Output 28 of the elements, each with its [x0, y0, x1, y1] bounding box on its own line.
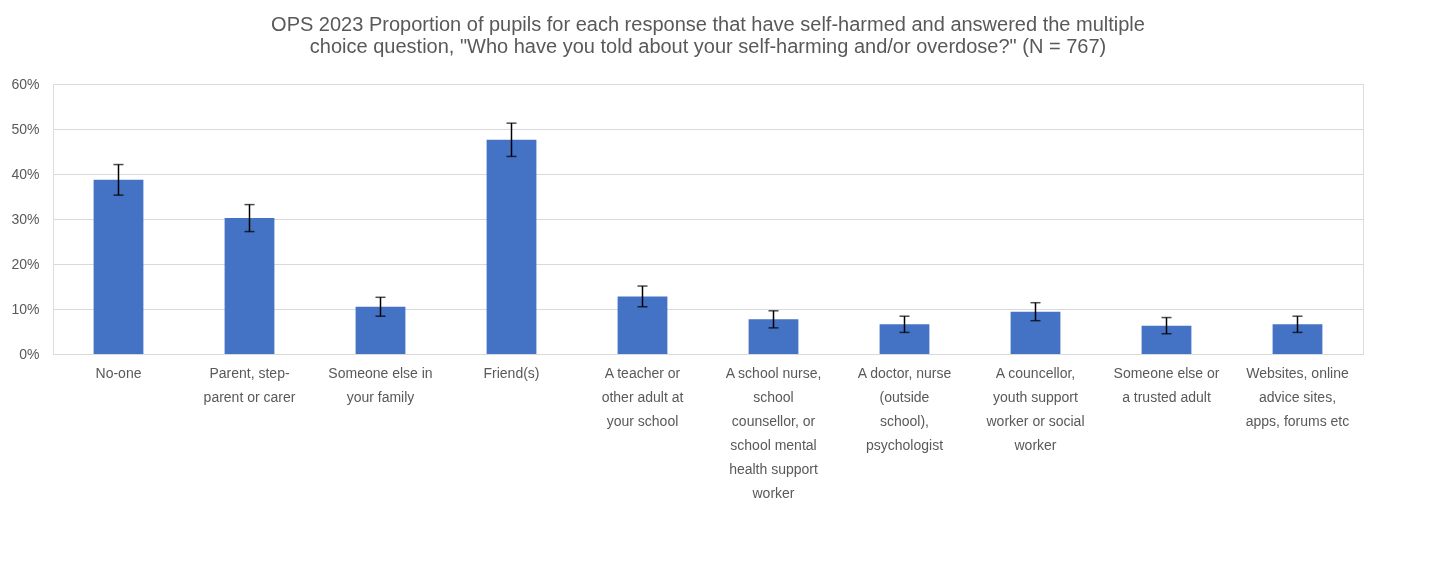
bar — [486, 139, 537, 354]
y-tick-label: 50% — [11, 120, 40, 137]
x-tick-label: Websites, online advice sites, apps, forums etc — [1245, 364, 1350, 429]
x-tick-label: A school nurse, school counsellor, or school mental health support worker — [725, 364, 822, 501]
x-tick-label: Friend(s) — [483, 364, 540, 381]
y-tick-label: 60% — [11, 75, 40, 92]
bar — [1272, 324, 1323, 354]
bar — [224, 218, 275, 354]
y-tick-label: 0% — [19, 345, 40, 362]
bar — [1010, 311, 1061, 354]
bar — [1141, 325, 1192, 354]
y-tick-label: 20% — [11, 255, 40, 272]
bar — [355, 306, 406, 354]
x-tick-label: Someone else or a trusted adult — [1113, 364, 1220, 405]
x-tick-label: A councellor, youth support worker or social worker — [985, 364, 1085, 453]
bar — [617, 296, 668, 354]
y-tick-label: 40% — [11, 165, 40, 182]
x-tick-label: Parent, step-parent or carer — [203, 364, 296, 405]
x-tick-label: Someone else in your family — [328, 364, 433, 405]
x-tick-label: A doctor, nurse (outside school), psychologist — [857, 364, 952, 453]
x-tick-label: No-one — [95, 364, 142, 381]
bar — [93, 179, 144, 354]
y-tick-label: 30% — [11, 210, 40, 227]
x-tick-label: A teacher or other adult at your school — [601, 364, 684, 429]
bar — [879, 324, 930, 354]
chart-title: OPS 2023 Proportion of pupils for each response that have self-harmed and answered the multiple choice question, "Who have you told about your self-harming and/or overdose?" (N = 767) — [271, 13, 1145, 57]
bar — [748, 319, 799, 354]
y-tick-label: 10% — [11, 300, 40, 317]
